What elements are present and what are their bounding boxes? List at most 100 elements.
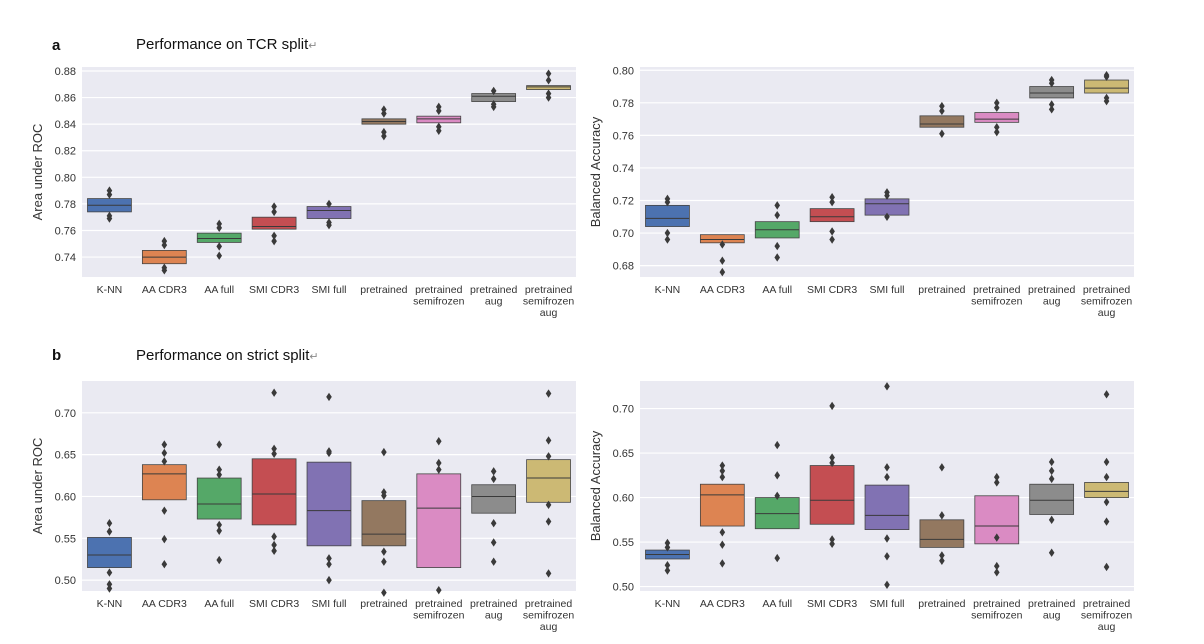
y-tick-label: 0.70 <box>613 404 634 416</box>
x-tick-label: pretrained semifrozen <box>971 598 1023 622</box>
outlier-point <box>490 467 497 476</box>
outlier-point <box>490 557 497 566</box>
paragraph-mark-icon: ↵ <box>309 351 319 363</box>
panel-title-a: Performance on TCR split↵ <box>136 36 318 53</box>
x-tick-label: pretrained aug <box>470 598 517 622</box>
outlier-point <box>326 392 332 402</box>
box-7 <box>1029 483 1075 515</box>
x-tick-label-line: AA full <box>204 598 234 610</box>
x-tick-label: pretrained aug <box>1028 598 1075 622</box>
x-tick-label-line: pretrained <box>973 598 1020 610</box>
outlier-point <box>829 235 835 244</box>
box-3 <box>251 458 297 526</box>
x-tick-label-line: pretrained <box>1083 284 1130 296</box>
x-tick-label-line: semifrozen <box>523 610 575 622</box>
x-tick-label-line: semifrozen <box>1081 610 1133 622</box>
chart-b-balanced-accuracy: 0.50 0.55 0.60 0.65 0.70 Balanced Accuracy K-N… <box>588 381 1134 633</box>
x-tick-label: SMI full <box>869 284 904 296</box>
y-tick-label: 0.65 <box>55 450 76 462</box>
outlier-point <box>719 540 726 549</box>
x-tick-label-line: SMI CDR3 <box>249 284 299 296</box>
outlier-point <box>216 440 223 449</box>
outlier-point <box>545 500 552 510</box>
box-7 <box>1029 86 1075 99</box>
outlier-point <box>326 447 332 456</box>
x-tick-label: AA full <box>762 598 792 610</box>
y-tick-label: 0.80 <box>613 65 634 77</box>
x-tick-label-line: semifrozen <box>971 610 1023 622</box>
y-axis-label: Balanced Accuracy <box>588 430 603 541</box>
x-tick-label-line: pretrained <box>525 284 572 296</box>
x-tick-label-line: semifrozen <box>523 296 575 308</box>
outlier-point <box>545 436 552 445</box>
x-tick-label-line: pretrained <box>360 598 407 610</box>
panel-title-b: Performance on strict split↵ <box>136 347 319 364</box>
box-5 <box>919 519 965 548</box>
outlier-point <box>1048 515 1055 525</box>
outlier-point <box>161 263 168 272</box>
outlier-point <box>161 457 168 466</box>
outlier-point <box>216 465 223 474</box>
x-tick-label-line: SMI CDR3 <box>807 284 857 296</box>
y-tick-label: 0.50 <box>55 575 76 587</box>
x-tick-label-line: semifrozen <box>413 610 465 622</box>
outlier-point <box>1103 390 1110 399</box>
y-tick-label: 0.55 <box>55 533 76 545</box>
outlier-point <box>993 478 1000 487</box>
x-tick-label-line: aug <box>1098 307 1116 319</box>
x-tick-label-line: pretrained <box>470 284 517 296</box>
x-tick-label-line: pretrained <box>1028 598 1075 610</box>
y-tick-label: 0.76 <box>55 225 76 237</box>
x-tick-label: K-NN <box>655 284 681 296</box>
outlier-point <box>993 533 1000 542</box>
outlier-point <box>719 461 726 470</box>
outlier-point <box>719 240 726 249</box>
x-tick-label-line: pretrained <box>918 284 965 296</box>
x-tick-label-line: SMI full <box>311 284 346 296</box>
outlier-point <box>490 86 497 96</box>
x-tick-label: pretrained semifrozen <box>971 284 1023 308</box>
outlier-point <box>106 519 113 528</box>
outlier-point <box>884 212 890 221</box>
x-tick-label: pretrained semifrozen <box>413 284 465 308</box>
outlier-point <box>381 557 387 566</box>
outlier-point <box>1103 472 1110 482</box>
outlier-point <box>774 491 781 500</box>
outlier-point <box>326 218 332 227</box>
panel-title-b-text: Performance on strict split <box>136 347 310 364</box>
outlier-point <box>381 447 387 457</box>
x-tick-label: AA full <box>204 598 234 610</box>
box-0 <box>645 204 690 227</box>
x-tick-label: SMI CDR3 <box>249 284 299 296</box>
outlier-point <box>326 554 332 563</box>
outlier-point <box>490 474 497 484</box>
x-tick-label-line: pretrained <box>525 598 572 610</box>
x-tick-label-line: AA full <box>762 598 792 610</box>
x-tick-label: AA CDR3 <box>142 598 187 610</box>
outlier-point <box>664 538 671 548</box>
outlier-point <box>106 211 113 221</box>
x-tick-label-line: semifrozen <box>413 296 465 308</box>
x-tick-label-line: aug <box>1043 296 1061 308</box>
outlier-point <box>271 532 277 541</box>
outlier-point <box>993 561 1000 571</box>
outlier-point <box>1103 562 1110 572</box>
box-8 <box>526 459 571 503</box>
x-tick-label-line: pretrained <box>918 598 965 610</box>
outlier-point <box>1048 100 1055 109</box>
outlier-point <box>106 186 113 195</box>
outlier-point <box>271 207 277 217</box>
box-3 <box>809 465 855 525</box>
outlier-point <box>939 101 945 111</box>
y-tick-label: 0.65 <box>613 448 634 460</box>
x-tick-label-line: pretrained <box>415 284 462 296</box>
outlier-point <box>161 506 168 515</box>
x-tick-label-line: aug <box>485 296 503 308</box>
outlier-point <box>829 193 835 202</box>
box-6 <box>416 473 462 568</box>
outlier-point <box>545 452 552 461</box>
outlier-point <box>774 471 781 480</box>
box-5 <box>361 500 407 547</box>
outlier-point <box>106 527 113 536</box>
